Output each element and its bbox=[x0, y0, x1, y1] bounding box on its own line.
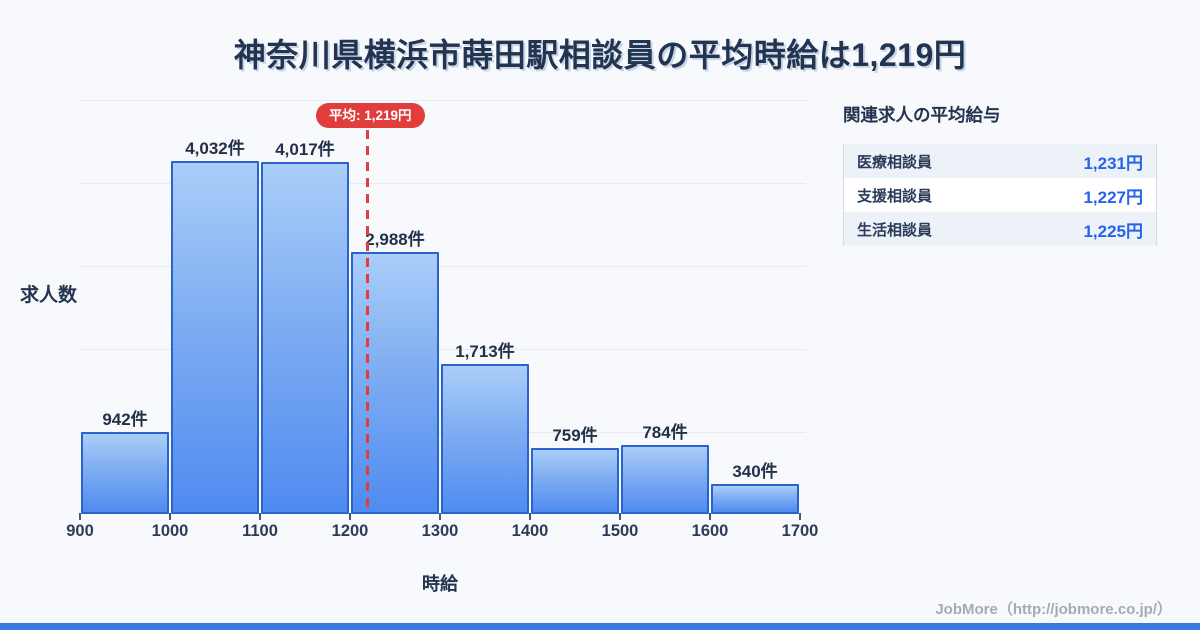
x-axis-tick-label: 1500 bbox=[601, 522, 639, 540]
bar-value-label: 4,017件 bbox=[275, 140, 335, 159]
x-axis-tick-label: 1600 bbox=[691, 522, 729, 540]
salary-table-row: 支援相談員 1,227円 bbox=[844, 178, 1156, 212]
histogram-bar bbox=[711, 484, 799, 514]
x-axis-tick-label: 1000 bbox=[151, 522, 189, 540]
salary-value: 1,231円 bbox=[1083, 153, 1143, 173]
bar-value-label: 2,988件 bbox=[365, 230, 425, 249]
x-axis-tick-label: 1100 bbox=[242, 522, 278, 540]
x-axis-tick bbox=[169, 513, 171, 520]
gridline bbox=[80, 100, 806, 101]
x-axis-tick bbox=[439, 513, 441, 520]
average-badge: 平均: 1,219円 bbox=[316, 103, 425, 128]
x-axis-tick-label: 1700 bbox=[781, 522, 819, 540]
bar-value-label: 759件 bbox=[552, 426, 598, 445]
x-axis-tick bbox=[79, 513, 81, 520]
bar-value-label: 1,713件 bbox=[455, 342, 515, 361]
bar-value-label: 784件 bbox=[642, 423, 688, 442]
salary-value: 1,225円 bbox=[1083, 221, 1143, 241]
footer-accent-bar bbox=[0, 623, 1200, 630]
histogram-bar bbox=[171, 161, 259, 514]
histogram-bar bbox=[621, 445, 709, 514]
salary-table-row: 生活相談員 1,225円 bbox=[844, 212, 1156, 246]
y-axis-label: 求人数 bbox=[20, 285, 78, 306]
related-salary-table: 医療相談員 1,231円支援相談員 1,227円生活相談員 1,225円 bbox=[843, 144, 1157, 246]
bar-value-label: 942件 bbox=[102, 410, 148, 429]
salary-table-row: 医療相談員 1,231円 bbox=[844, 144, 1156, 178]
x-axis-tick bbox=[349, 513, 351, 520]
x-axis-tick bbox=[619, 513, 621, 520]
credit-text: JobMore（http://jobmore.co.jp/） bbox=[935, 601, 1172, 618]
histogram-bar bbox=[81, 432, 169, 514]
x-axis-tick-label: 1200 bbox=[331, 522, 369, 540]
job-label: 医療相談員 bbox=[857, 153, 933, 171]
x-axis-tick bbox=[799, 513, 801, 520]
histogram-bar bbox=[351, 252, 439, 514]
x-axis-tick bbox=[529, 513, 531, 520]
histogram-bar bbox=[531, 448, 619, 514]
x-axis-tick bbox=[259, 513, 261, 520]
related-salary-title: 関連求人の平均給与 bbox=[843, 105, 1001, 125]
gridline bbox=[80, 266, 806, 267]
gridline bbox=[80, 349, 806, 350]
job-label: 生活相談員 bbox=[857, 221, 933, 239]
x-axis-tick bbox=[709, 513, 711, 520]
bar-value-label: 4,032件 bbox=[185, 139, 245, 158]
x-axis-tick-label: 1400 bbox=[511, 522, 549, 540]
salary-value: 1,227円 bbox=[1083, 187, 1143, 207]
x-axis-tick-label: 1300 bbox=[421, 522, 459, 540]
gridline bbox=[80, 183, 806, 184]
average-line bbox=[366, 130, 369, 514]
x-axis-label: 時給 bbox=[422, 574, 458, 594]
histogram-bar bbox=[261, 162, 349, 514]
bar-value-label: 340件 bbox=[732, 462, 778, 481]
page-title: 神奈川県横浜市蒔田駅相談員の平均時給は1,219円 bbox=[233, 37, 967, 73]
histogram-bar bbox=[441, 364, 529, 514]
x-axis-tick-label: 900 bbox=[66, 522, 94, 540]
job-label: 支援相談員 bbox=[857, 187, 933, 205]
